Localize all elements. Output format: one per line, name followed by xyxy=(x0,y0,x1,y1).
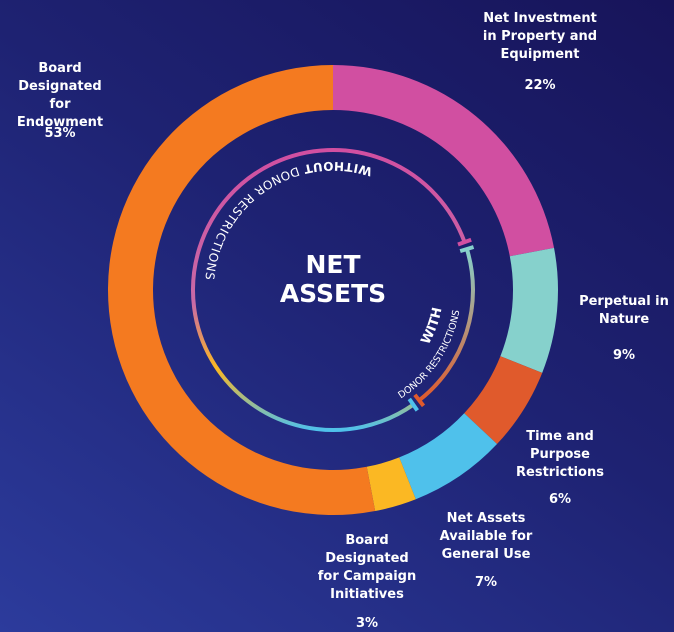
donut-segment xyxy=(333,65,555,257)
segment-label: Net Assets Available for General Use xyxy=(439,511,533,562)
bracket-cap xyxy=(413,393,426,408)
value-label: 53% xyxy=(44,126,76,141)
value-label: 6% xyxy=(548,492,572,507)
donut-segment xyxy=(500,247,558,373)
with-bracket xyxy=(417,248,475,402)
donut-segment xyxy=(399,413,498,500)
without-bracket xyxy=(191,148,467,432)
segment-label: Board Designated for Campaign Initiative… xyxy=(317,533,417,602)
segment-label: Perpetual in Nature xyxy=(579,294,669,327)
donut-segment xyxy=(464,356,543,445)
segment-label: Time and Purpose Restrictions xyxy=(516,429,604,480)
value-label: 3% xyxy=(355,616,379,631)
segment-label: Board Designated for Endowment xyxy=(16,61,104,130)
value-label: 9% xyxy=(612,348,636,363)
center-title: NET ASSETS xyxy=(279,250,387,308)
annotation: WITHOUT xyxy=(302,159,374,179)
bracket-cap xyxy=(457,237,472,247)
bracket-cap xyxy=(459,245,475,254)
donut-segment xyxy=(366,457,416,512)
value-label: 7% xyxy=(474,575,498,590)
segment-label: Net Investment in Property and Equipment xyxy=(482,11,598,62)
bracket-cap xyxy=(407,397,419,412)
annotation: WITH xyxy=(419,306,446,347)
donut-segment xyxy=(107,65,376,515)
with-label: WITH xyxy=(419,306,446,347)
value-label: 22% xyxy=(524,78,556,93)
